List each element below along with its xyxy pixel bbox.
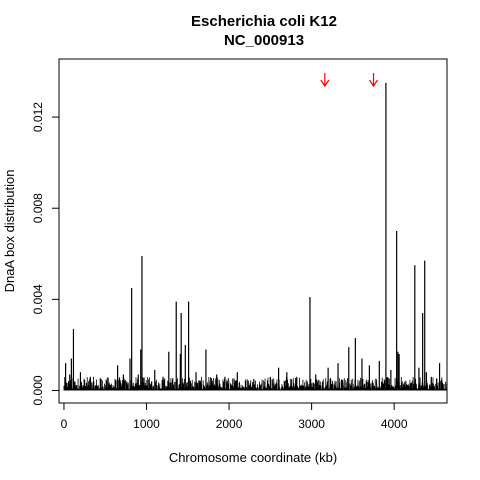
y-axis: 0.000 0.004 0.008 0.012 [31,102,60,405]
x-tick-label: 2000 [216,417,243,431]
down-arrow-icon [320,73,330,88]
y-tick-label: 0.012 [31,102,45,132]
y-tick-label: 0.004 [31,284,45,314]
y-tick-label: 0.000 [31,375,45,405]
x-axis: 0 1000 2000 3000 4000 [61,402,408,431]
x-axis-label: Chromosome coordinate (kb) [169,450,337,465]
x-tick-label: 0 [61,417,68,431]
peaks-layer [65,82,441,391]
x-tick-label: 4000 [381,417,408,431]
annotation-arrows [320,73,379,88]
x-tick-label: 3000 [298,417,325,431]
y-axis-label: DnaA box distribution [2,170,17,293]
y-tick-label: 0.008 [31,193,45,223]
down-arrow-icon [369,73,379,88]
x-tick-label: 1000 [133,417,160,431]
chart-title: Escherichia coli K12 [191,13,337,30]
chart-subtitle: NC_000913 [224,32,304,49]
